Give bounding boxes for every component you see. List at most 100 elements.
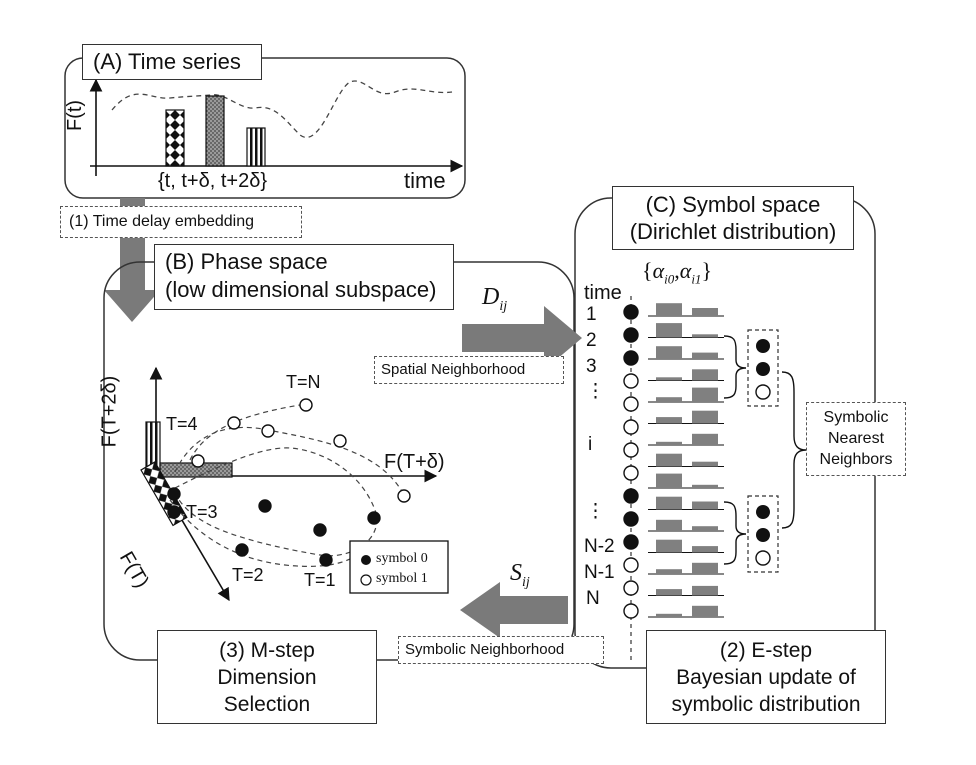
point-filled	[258, 499, 272, 513]
point-open	[191, 454, 205, 468]
phase-points	[167, 398, 411, 567]
point-filled	[167, 487, 181, 501]
panel-b-title-line2: (low dimensional subspace)	[165, 277, 437, 302]
panel-a-title-text: (A) Time series	[93, 49, 241, 74]
phase-axis-x-label: F(T+δ)	[384, 451, 445, 473]
panel-a-title: (A) Time series	[82, 44, 262, 80]
sij-symbol: S	[510, 560, 522, 586]
panel-c-title-line1: (C) Symbol space	[645, 192, 821, 217]
trajectory-loop-top	[174, 426, 405, 496]
symbolic-neighborhood-text: Symbolic Neighborhood	[405, 641, 565, 658]
symbol-0-circle	[623, 304, 639, 320]
alpha0-bar	[656, 613, 682, 617]
neighbor-bottom-filled-2	[756, 528, 770, 542]
symbol-1-circle	[623, 396, 639, 412]
alpha0-symbol: α	[652, 258, 665, 283]
dij-symbol: D	[482, 284, 500, 310]
symbol-1-circle	[623, 419, 639, 435]
label-t1: T=1	[304, 570, 336, 590]
panel-a-y-label: F(t)	[64, 99, 87, 132]
row-label-n: N	[586, 588, 600, 609]
alpha0-bar	[656, 496, 682, 510]
sample-bar-t-delta	[205, 95, 225, 167]
snn-line1: Symbolic	[823, 409, 889, 426]
point-open	[333, 434, 347, 448]
row-label-1: 1	[586, 304, 597, 325]
alpha0-bar	[656, 473, 682, 488]
neighbor-top-open	[755, 384, 771, 400]
row-label-vdots-1: ⋮	[586, 381, 605, 402]
alpha1-bar	[692, 461, 718, 467]
symbol-0-circle	[623, 488, 639, 504]
step1-label: (1) Time delay embedding	[60, 206, 302, 238]
alpha1-bar	[692, 334, 718, 338]
trajectory-loop-inner	[174, 447, 378, 557]
step1-label-text: (1) Time delay embedding	[69, 213, 254, 230]
panel-c-title: (C) Symbol space (Dirichlet distribution…	[612, 186, 854, 250]
neighbor-bottom-open	[755, 550, 771, 566]
trajectory-loop-outer	[169, 499, 356, 567]
label-t4: T=4	[166, 414, 198, 434]
point-t1	[319, 553, 333, 567]
alpha1-bar	[692, 433, 718, 445]
sample-bar-t	[165, 109, 185, 167]
alpha0-bar	[656, 441, 682, 445]
alpha-comma: ,	[674, 258, 680, 283]
label-t3: T=3	[186, 502, 218, 522]
sij-subscript: ij	[522, 574, 530, 590]
sample-bar-t-2delta	[246, 127, 266, 167]
alpha0-bar	[656, 397, 682, 402]
symbolic-neighborhood-label: Symbolic Neighborhood	[398, 636, 604, 664]
spatial-neighborhood-text: Spatial Neighborhood	[381, 361, 526, 378]
step3-box: (3) M-step Dimension Selection	[157, 630, 377, 724]
step3-line2: Dimension	[217, 666, 317, 689]
neighbor-top-filled-2	[756, 362, 770, 376]
alpha1-bar	[692, 308, 718, 316]
step2-line2: Bayesian update of	[676, 666, 856, 689]
alpha0-bar	[656, 569, 682, 574]
alpha1-bar	[692, 562, 718, 574]
phase-axis-y-label: F(T+2δ)	[98, 375, 121, 448]
alpha1-bar	[692, 484, 718, 488]
neighbor-bottom-filled-1	[756, 505, 770, 519]
alpha-brace-close: }	[701, 258, 712, 283]
alpha1-bar	[692, 352, 718, 359]
step2-line1: (2) E-step	[719, 639, 813, 662]
alpha0-bar	[656, 323, 682, 338]
neighbor-group-top	[747, 329, 779, 407]
symbol-1-circle	[623, 580, 639, 596]
symbol-1-circle	[623, 442, 639, 458]
alpha0-bar	[656, 346, 682, 359]
snn-line2: Nearest	[827, 430, 885, 447]
sij-label: Sij	[510, 560, 530, 591]
symbol-0-circle	[623, 511, 639, 527]
step2-line3: symbolic distribution	[671, 693, 861, 716]
point-filled	[313, 523, 327, 537]
brace-top	[723, 335, 747, 399]
panel-b-title-line1: (B) Phase space	[165, 249, 328, 274]
symbol-1-circle	[623, 373, 639, 389]
symbol-column	[623, 304, 639, 619]
snn-line3: Neighbors	[819, 451, 893, 468]
row-label-2: 2	[586, 330, 597, 351]
alpha1-bar	[692, 501, 718, 510]
row-label-i: i	[588, 434, 593, 455]
time-series-curve	[111, 80, 453, 138]
symbol-0-circle	[623, 327, 639, 343]
alpha1-bar	[692, 605, 718, 617]
row-label-n1: N-1	[584, 562, 615, 583]
panel-c-title-line2: (Dirichlet distribution)	[629, 219, 837, 244]
panel-a-x-label: time	[404, 168, 446, 193]
point-tn	[299, 398, 313, 412]
alpha1-symbol: α	[679, 258, 692, 283]
point-filled	[367, 511, 381, 525]
step3-line1: (3) M-step	[219, 639, 315, 662]
point-t4	[227, 416, 241, 430]
row-label-n2: N-2	[584, 536, 615, 557]
alpha0-bar	[656, 539, 682, 553]
step3-line3: Selection	[223, 693, 311, 716]
dij-arrow	[462, 306, 582, 370]
panel-a-times: {t, t+δ, t+2δ}	[158, 170, 268, 192]
alpha1-bar	[692, 585, 718, 596]
